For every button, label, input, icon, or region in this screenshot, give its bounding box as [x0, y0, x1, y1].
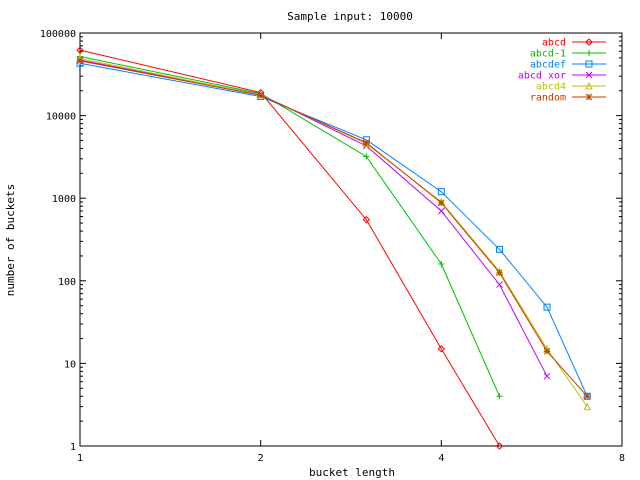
legend-entry: abcd-1 [530, 49, 606, 60]
legend-label: random [530, 93, 566, 104]
plot-frame [79, 32, 623, 447]
series-line [79, 59, 548, 377]
series-random [76, 57, 591, 400]
legend-entry: random [530, 93, 606, 104]
legend-label: abcd-1 [530, 49, 566, 60]
data-point-marker [585, 71, 593, 79]
ticks-layer: 1 10 100 1000 10000 100000 1 2 4 8 [40, 29, 625, 464]
y-tick-label: 1000 [52, 194, 76, 205]
data-point-marker [76, 46, 84, 54]
data-point-marker [362, 139, 370, 147]
y-axis-label: number of buckets [4, 184, 17, 297]
x-tick-label: 8 [619, 453, 625, 464]
data-point-marker [362, 215, 371, 224]
series-abcd4 [76, 54, 592, 411]
data-point-marker [76, 57, 84, 65]
series-abcdef [76, 59, 591, 400]
series-line [79, 62, 588, 397]
data-point-marker [585, 38, 593, 46]
legend-label: abcdef [530, 60, 566, 71]
legend-entry: abcd [542, 38, 606, 49]
series-abcd-1 [77, 53, 503, 400]
y-tick-label: 10 [64, 359, 76, 370]
data-point-marker [438, 260, 445, 267]
legend-label: abcd [542, 38, 566, 49]
data-point-marker [585, 81, 593, 90]
y-tick-label: 10000 [46, 112, 76, 123]
data-point-marker [495, 245, 503, 253]
data-point-marker [585, 60, 593, 68]
data-point-marker [437, 345, 446, 353]
series-line [79, 60, 588, 397]
series-layer [76, 46, 592, 450]
data-point-marker [496, 269, 503, 277]
series-abcd-xor [76, 56, 551, 380]
data-point-marker [583, 402, 592, 411]
chart-title: Sample input: 10000 [287, 10, 413, 23]
legend-label: abcd xor [518, 71, 566, 82]
data-point-marker [363, 153, 370, 160]
x-axis-label: bucket length [309, 466, 395, 479]
data-point-marker [257, 91, 265, 99]
data-point-marker [496, 393, 503, 400]
legend-entry: abcdef [530, 60, 606, 71]
legend-entry: abcd xor [518, 71, 606, 82]
data-point-marker [543, 372, 551, 380]
y-tick-label: 1 [70, 442, 76, 453]
plot-frame-layer [79, 32, 623, 447]
y-tick-label: 100 [58, 277, 76, 288]
series-line [79, 56, 500, 397]
series-line [79, 49, 500, 447]
data-point-marker [543, 347, 551, 355]
data-point-marker [583, 392, 591, 400]
data-point-marker [437, 207, 445, 215]
data-point-marker [543, 303, 551, 311]
data-point-marker [437, 188, 445, 196]
data-point-marker [586, 50, 592, 56]
data-point-marker [437, 199, 445, 207]
x-tick-label: 2 [258, 453, 264, 464]
legend-entry: abcd4 [536, 82, 606, 93]
series-line [79, 58, 588, 407]
x-tick-label: 1 [77, 453, 83, 464]
legend-label: abcd4 [536, 82, 566, 93]
y-tick-label: 100000 [40, 29, 76, 40]
x-tick-label: 4 [438, 453, 444, 464]
data-point-marker [585, 93, 593, 101]
series-abcd [76, 46, 504, 450]
data-point-marker [495, 442, 504, 450]
data-point-marker [496, 281, 503, 288]
